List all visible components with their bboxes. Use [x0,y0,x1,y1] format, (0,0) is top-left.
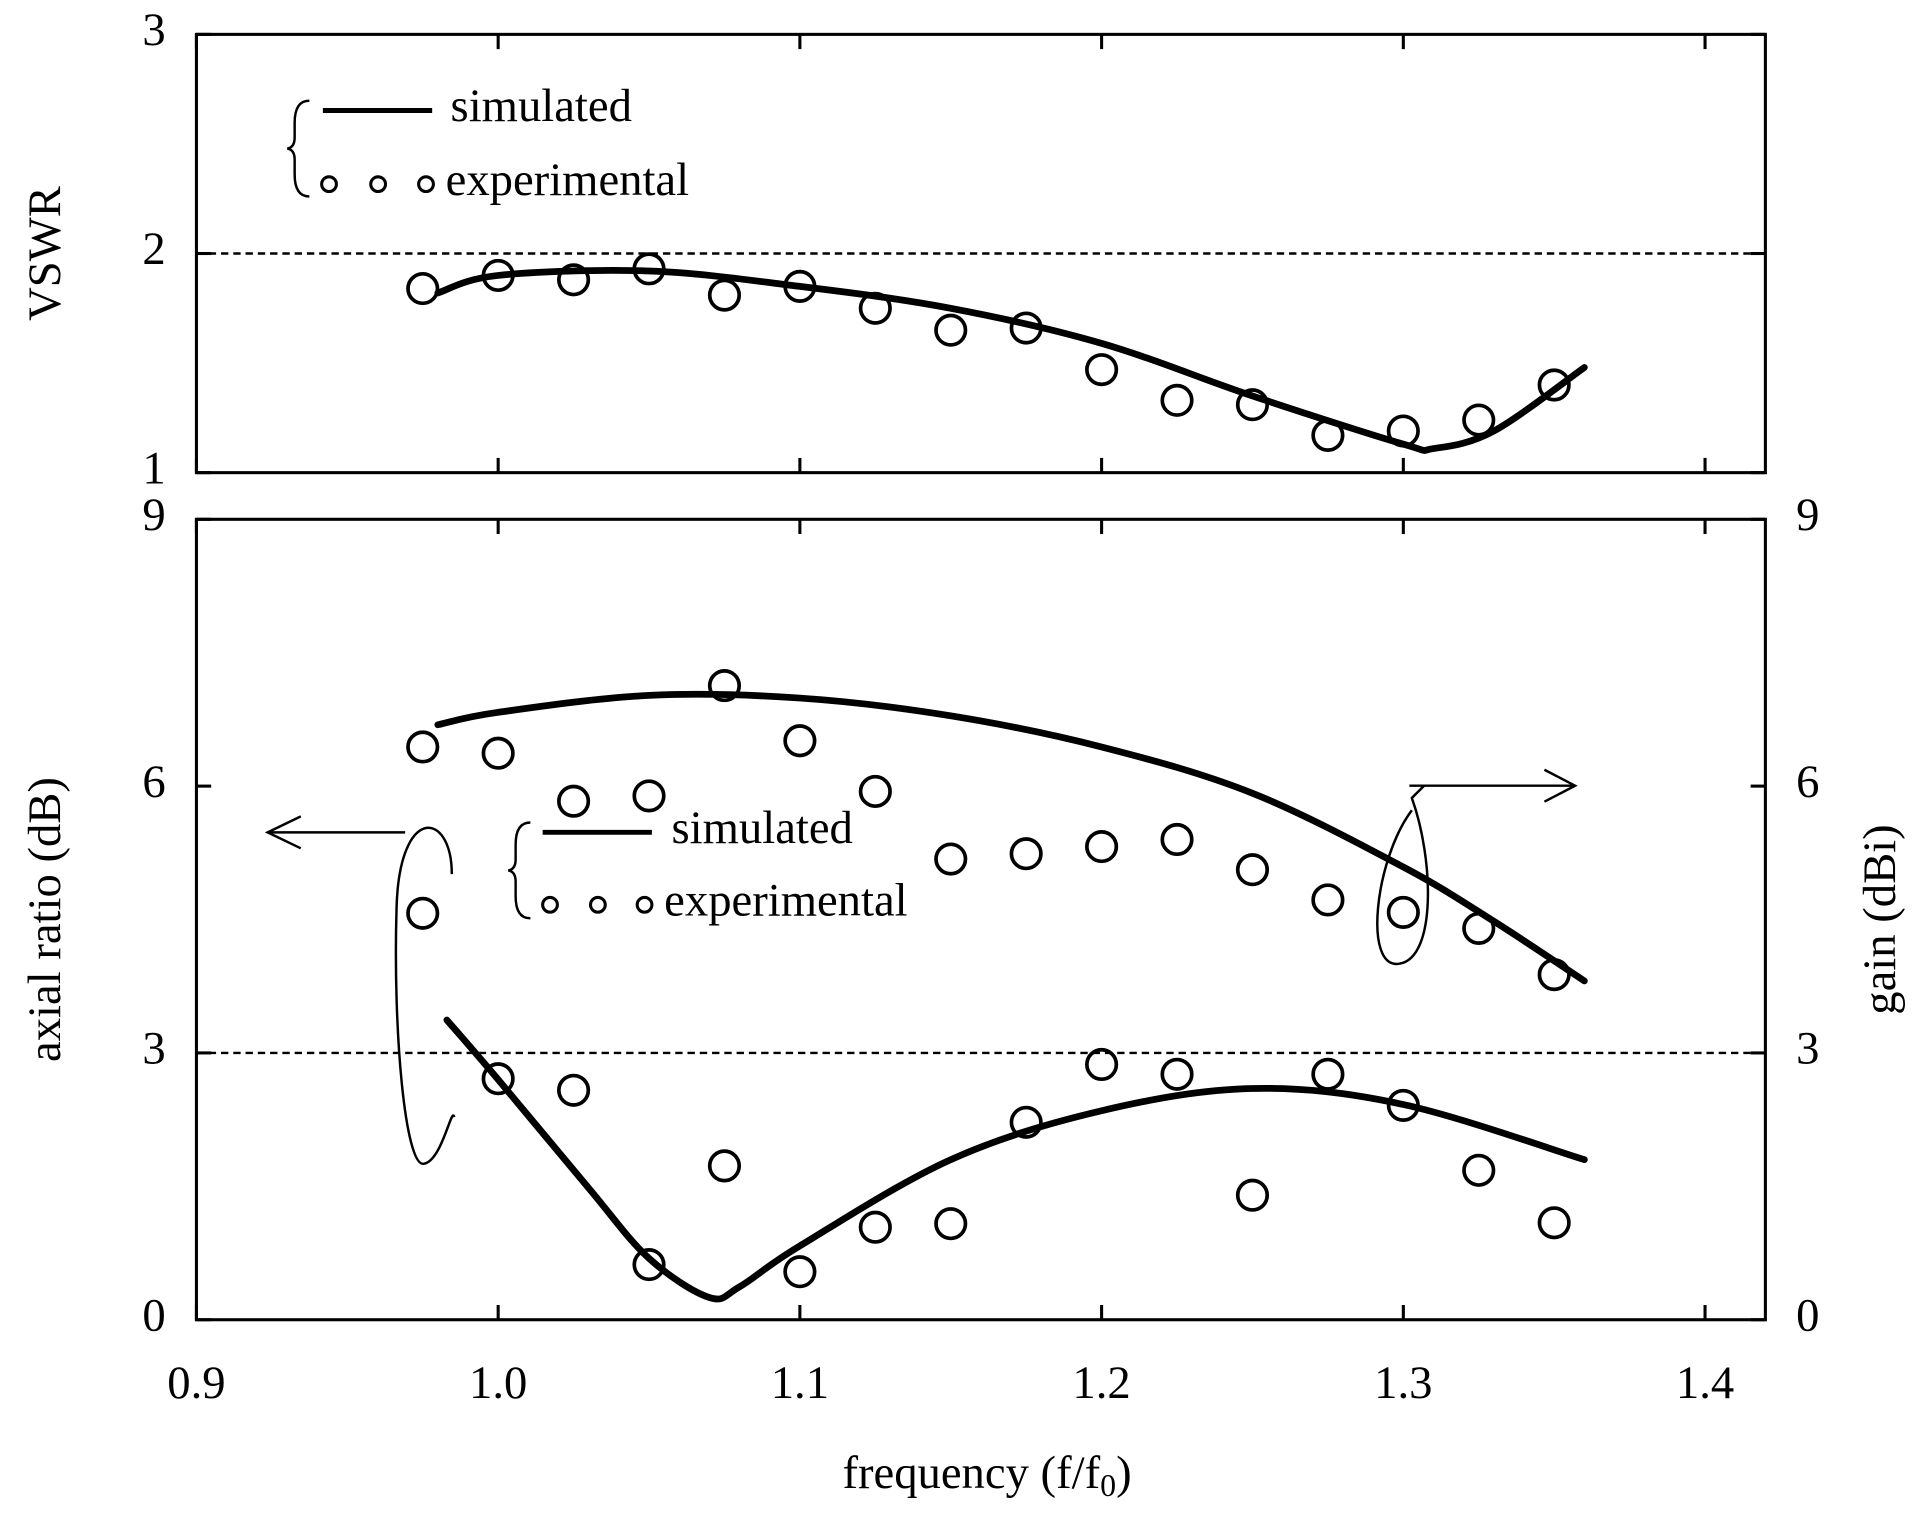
data-point [557,1073,591,1107]
legend-marker [588,895,607,914]
x-axis-label-suffix: ) [1116,1447,1132,1499]
y-axis-label: VSWR [19,185,71,321]
data-point [707,278,742,312]
data-point [1009,837,1043,871]
x-axis-label-subscript: 0 [1100,1468,1116,1503]
data-point [1085,353,1119,387]
legend-marker [541,895,559,914]
legend-marker [417,175,435,194]
legend-marker [635,895,654,914]
data-point [406,896,440,930]
data-point [406,730,440,764]
data-point [783,1255,817,1289]
data-point [1311,883,1345,917]
y2-tick-label: 3 [1796,1023,1819,1075]
y-tick-label: 0 [142,1289,165,1341]
series-line [434,690,1588,985]
data-point [858,291,892,325]
arrowhead [264,815,302,850]
data-point [1386,1088,1420,1122]
data-point [632,1248,666,1282]
x-tick-label: 1.0 [469,1357,527,1409]
legend-brace [507,821,531,920]
data-point [934,1207,968,1241]
x-tick-label: 0.9 [167,1357,225,1409]
data-point [1311,1057,1345,1091]
data-point [1235,388,1270,422]
data-point [1085,1047,1119,1082]
data-point [1160,1057,1194,1091]
annotations [264,99,1578,1166]
legend-marker [369,175,388,194]
x-tick-label: 1.2 [1072,1357,1130,1409]
data-point [858,1210,892,1244]
y-tick-label: 2 [142,223,165,275]
data-point [934,842,968,876]
series-line [443,1016,1588,1303]
data-point [1311,418,1345,452]
data-point [707,1149,742,1183]
data-point [481,258,515,292]
series-line [434,267,1588,454]
legend-label: experimental [446,154,689,206]
data-point [1160,383,1194,417]
data-point [481,1062,515,1096]
legend-label: simulated [451,80,632,132]
data-point [1386,414,1420,448]
data-point [1085,830,1119,864]
data-point [1462,911,1496,945]
data-point [858,774,892,809]
data-point [1462,403,1496,437]
x-tick-label: 1.4 [1676,1357,1734,1409]
y2-tick-label: 9 [1796,489,1819,541]
y-tick-label: 1 [142,442,165,494]
data-point [1537,958,1571,992]
data-point [707,669,742,703]
data-point [1386,895,1420,929]
data-point [1537,1206,1571,1240]
y-tick-label: 9 [142,489,165,541]
data-point [1160,822,1194,857]
x-axis-label: frequency (f/f0) [842,1447,1131,1504]
y-tick-label: 3 [142,4,165,56]
data-point [783,724,817,758]
y-tick-label: 3 [142,1023,165,1075]
data-point [1009,1105,1043,1139]
legend-label: simulated [672,802,853,854]
x-tick-label: 1.1 [771,1357,829,1409]
y2-tick-label: 0 [1796,1289,1819,1341]
data-point [783,269,817,303]
ellipse-arrow [394,826,456,1166]
data-point [406,272,440,306]
data-point [1009,311,1043,345]
data-point [1235,1178,1270,1212]
x-axis-label-text: frequency (f/f [842,1447,1100,1499]
arrowhead [1543,768,1578,803]
legend-marker [320,175,338,194]
data-point [1235,853,1270,887]
ellipse-arrow [1376,784,1430,965]
x-tick-label: 1.3 [1374,1357,1432,1409]
data-point [557,784,591,818]
legend-brace [286,99,310,198]
plot-frame [194,517,1767,1322]
data-point [934,313,968,347]
legend-label: experimental [664,874,907,926]
data-point [557,263,591,297]
y-axis-label: axial ratio (dB) [19,777,71,1062]
y2-tick-label: 6 [1796,756,1819,808]
data-point [1462,1153,1496,1187]
data-point [632,252,666,286]
data-point [632,779,666,813]
data-point [481,736,515,770]
y2-axis-label: gain (dBi) [1854,824,1906,1014]
data-point [1537,368,1571,402]
y-tick-label: 6 [142,756,165,808]
